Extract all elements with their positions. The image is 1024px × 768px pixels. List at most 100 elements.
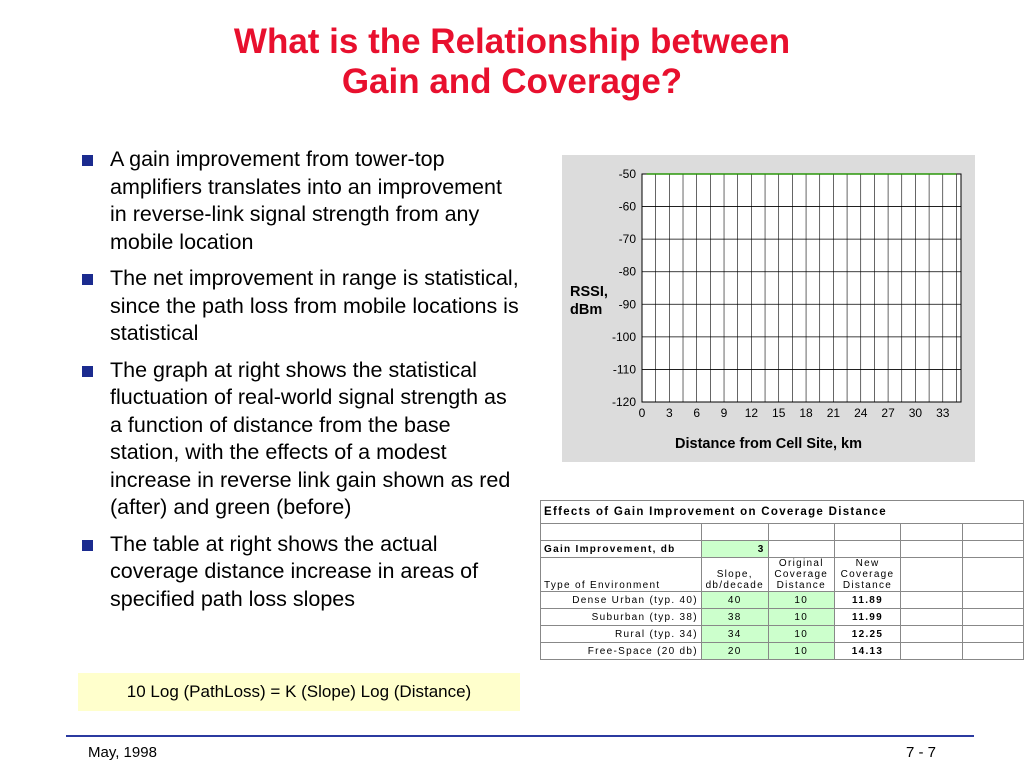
gain-label: Gain Improvement, db	[540, 540, 702, 558]
table-cell	[961, 642, 1024, 660]
table-cell	[900, 608, 963, 626]
table-row: Suburban (typ. 38) 38 10 11.99	[540, 608, 1024, 626]
bullet-square-icon	[82, 155, 93, 166]
row-slope: 20	[700, 642, 769, 660]
table-row: Dense Urban (typ. 40) 40 10 11.89	[540, 591, 1024, 609]
table-cell	[833, 540, 902, 558]
y-axis-label-line-1: RSSI,	[570, 284, 608, 300]
gain-value: 3	[700, 540, 769, 558]
header-original-line-2: Coverage	[774, 569, 829, 580]
y-tick-label: -90	[619, 297, 637, 311]
x-tick-label: 12	[745, 406, 759, 420]
row-new: 11.89	[833, 591, 902, 609]
row-environment: Free-Space (20 db)	[540, 642, 702, 660]
header-environment: Type of Environment	[540, 557, 702, 592]
page-number: 7 - 7	[905, 744, 936, 761]
header-new: New Coverage Distance	[833, 557, 902, 592]
x-tick-label: 0	[639, 406, 646, 420]
row-slope: 40	[700, 591, 769, 609]
row-original: 10	[767, 608, 835, 626]
table-cell	[900, 523, 963, 541]
bullet-text: A gain improvement from tower-top amplif…	[110, 147, 502, 254]
header-slope-line-1: Slope,	[716, 569, 753, 580]
table-row: Rural (typ. 34) 34 10 12.25	[540, 625, 1024, 643]
bullet-square-icon	[82, 365, 93, 377]
header-slope: Slope, db/decade	[700, 557, 769, 592]
bullet-square-icon	[82, 539, 93, 551]
x-tick-label: 9	[721, 406, 728, 420]
table-cell	[700, 523, 769, 541]
table-cell	[961, 523, 1024, 541]
row-environment: Suburban (typ. 38)	[540, 608, 702, 626]
row-new: 11.99	[833, 608, 902, 626]
bullet-text: The net improvement in range is statisti…	[110, 266, 519, 345]
table-cell	[961, 625, 1024, 643]
row-slope: 34	[700, 625, 769, 643]
table-cell	[900, 642, 963, 660]
table-cell	[767, 523, 835, 541]
row-environment: Rural (typ. 34)	[540, 625, 702, 643]
x-tick-label: 33	[936, 406, 950, 420]
y-tick-label: -100	[612, 330, 636, 344]
x-tick-label: 15	[772, 406, 786, 420]
bullet-item: A gain improvement from tower-top amplif…	[82, 146, 522, 256]
table-cell	[900, 557, 963, 592]
table-caption: Effects of Gain Improvement on Coverage …	[540, 500, 1024, 524]
row-slope: 38	[700, 608, 769, 626]
header-original-line-3: Distance	[776, 580, 826, 591]
x-tick-label: 6	[693, 406, 700, 420]
row-original: 10	[767, 625, 835, 643]
plot-area	[641, 173, 962, 403]
y-axis-label: RSSI, dBm	[570, 283, 608, 319]
table-cell	[900, 625, 963, 643]
header-new-line-1: New	[855, 558, 880, 569]
bullet-item: The table at right shows the actual cove…	[82, 531, 522, 614]
row-original: 10	[767, 591, 835, 609]
rssi-chart: -50 -60 -70 -80 -90 -100 -110 -120 0 3 6 9 12 15 18 21 2…	[562, 155, 975, 462]
bullet-item: The graph at right shows the statistical…	[82, 357, 522, 522]
title-line-1: What is the Relationship between	[233, 22, 791, 61]
x-tick-label: 18	[799, 406, 813, 420]
row-environment: Dense Urban (typ. 40)	[540, 591, 702, 609]
table-cell	[900, 591, 963, 609]
x-axis-label: Distance from Cell Site, km	[675, 436, 862, 452]
bullet-square-icon	[82, 274, 93, 285]
table-cell	[961, 557, 1024, 592]
table-row: Free-Space (20 db) 20 10 14.13	[540, 642, 1024, 660]
bullet-list: A gain improvement from tower-top amplif…	[82, 146, 522, 622]
header-original-line-1: Original	[778, 558, 824, 569]
header-original: Original Coverage Distance	[767, 557, 835, 592]
x-tick-label: 27	[881, 406, 895, 420]
table-cell	[961, 608, 1024, 626]
x-tick-label: 24	[854, 406, 868, 420]
bullet-text: The graph at right shows the statistical…	[110, 357, 511, 520]
x-tick-label: 21	[827, 406, 841, 420]
y-tick-label: -80	[619, 265, 637, 279]
x-tick-label: 30	[909, 406, 923, 420]
y-axis-label-line-2: dBm	[570, 302, 603, 318]
table-cell	[961, 591, 1024, 609]
formula-box: 10 Log (PathLoss) = K (Slope) Log (Dista…	[78, 673, 520, 711]
footer-divider	[66, 735, 974, 737]
slide-title: What is the Relationship between Gain an…	[0, 22, 1024, 102]
y-tick-label: -110	[613, 362, 636, 376]
x-tick-label: 3	[666, 406, 673, 420]
y-tick-label: -60	[619, 200, 637, 214]
row-original: 10	[767, 642, 835, 660]
row-new: 12.25	[833, 625, 902, 643]
y-tick-label: -50	[619, 167, 637, 181]
table-cell	[540, 523, 702, 541]
table-cell	[961, 540, 1024, 558]
coverage-table: Effects of Gain Improvement on Coverage …	[540, 500, 1024, 660]
y-tick-label: -70	[619, 232, 637, 246]
y-tick-label: -120	[612, 395, 636, 409]
table-cell	[767, 540, 835, 558]
header-slope-line-2: db/decade	[705, 580, 764, 591]
row-new: 14.13	[833, 642, 902, 660]
bullet-item: The net improvement in range is statisti…	[82, 265, 522, 348]
bullet-text: The table at right shows the actual cove…	[110, 531, 479, 611]
header-new-line-3: Distance	[842, 580, 893, 591]
table-cell	[900, 540, 963, 558]
header-new-line-2: Coverage	[840, 569, 895, 580]
